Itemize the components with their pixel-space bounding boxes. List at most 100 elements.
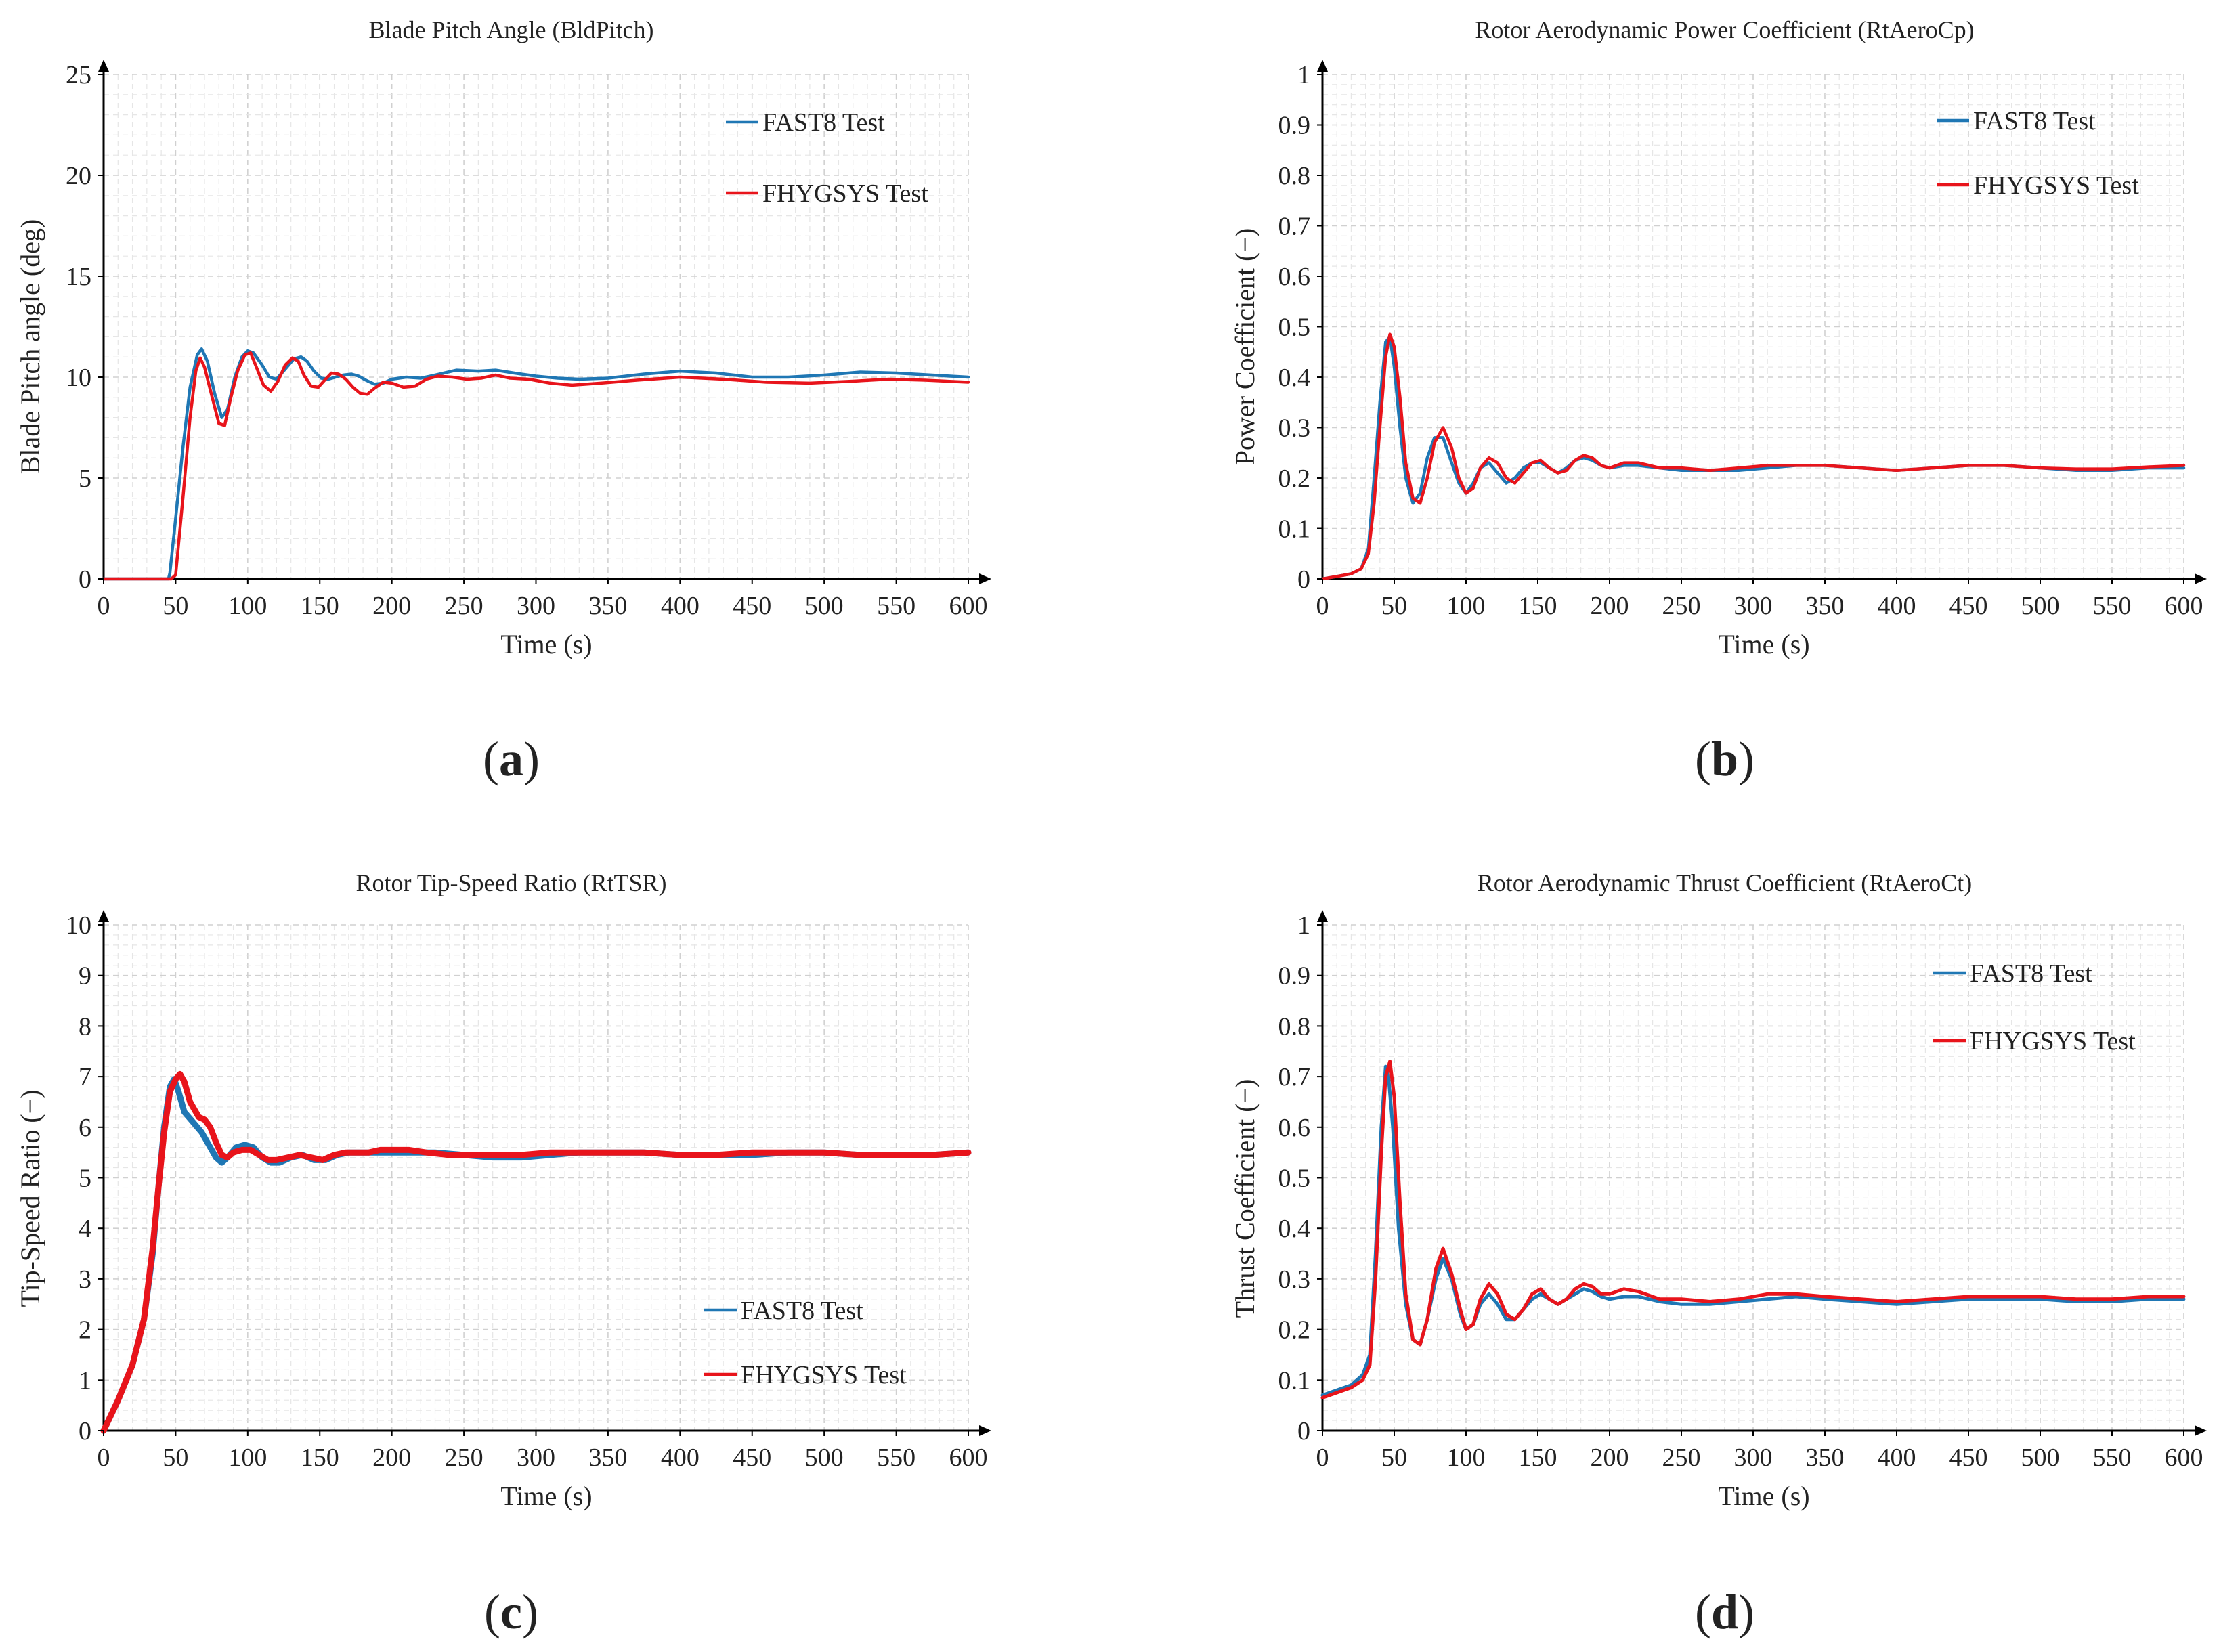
y-tick-label: 0.5 [1278, 1165, 1311, 1193]
x-tick-label: 600 [2165, 1443, 2203, 1472]
grid-layer [104, 924, 969, 1431]
x-tick-label: 250 [1662, 1443, 1701, 1472]
y-tick-label: 20 [66, 162, 91, 190]
legend-label: FHYGSYS Test [762, 179, 928, 208]
y-tick-label: 8 [79, 1012, 91, 1041]
y-tick-label: 4 [79, 1215, 91, 1243]
series-layer [1320, 1060, 2186, 1399]
x-axis-arrow-icon [2195, 1425, 2207, 1436]
y-tick-label: 0 [79, 565, 91, 594]
x-tick-label: 200 [372, 592, 411, 620]
x-tick-label: 250 [445, 1443, 483, 1472]
y-tick-label: 0.3 [1278, 414, 1311, 443]
x-tick-label: 200 [1591, 592, 1629, 620]
legend-label: FAST8 Test [1973, 107, 2096, 135]
chart-title: Blade Pitch Angle (BldPitch) [369, 16, 654, 43]
axes-layer [98, 60, 991, 584]
y-tick-label: 0.8 [1278, 1012, 1311, 1041]
grid-layer [1322, 74, 2184, 579]
x-tick-label: 600 [949, 1443, 988, 1472]
tick-layer: 0 50 100 150 200 250 300 350 400 450 500 550 600 0 0.1… [1278, 61, 2203, 620]
y-tick-label: 0.8 [1278, 162, 1311, 190]
x-tick-label: 100 [228, 592, 267, 620]
x-tick-label: 500 [805, 592, 844, 620]
legend-label: FAST8 Test [762, 108, 885, 137]
x-tick-label: 400 [1878, 1443, 1916, 1472]
y-tick-label: 25 [66, 61, 91, 89]
y-axis-label: Thrust Coefficient (−) [1230, 1079, 1260, 1318]
chart-title: Rotor Tip-Speed Ratio (RtTSR) [356, 869, 666, 896]
x-tick-label: 450 [733, 1443, 771, 1472]
x-tick-label: 550 [877, 592, 915, 620]
chart-panel-d: Rotor Aerodynamic Thrust Coefficient (Rt… [1230, 869, 2207, 1639]
y-tick-label: 5 [79, 464, 91, 493]
tick-layer: 0 50 100 150 200 250 300 350 400 450 500 550 600 0 0.1… [1278, 911, 2203, 1472]
x-tick-label: 300 [1734, 592, 1773, 620]
y-tick-label: 1 [1297, 61, 1310, 89]
y-tick-label: 0.4 [1278, 364, 1311, 392]
x-tick-label: 550 [2093, 1443, 2132, 1472]
y-tick-label: 7 [79, 1063, 91, 1091]
y-tick-label: 0.9 [1278, 962, 1311, 991]
y-tick-label: 10 [66, 911, 91, 940]
series-line-fast8-test [1320, 1064, 2186, 1397]
y-tick-label: 0.4 [1278, 1215, 1311, 1243]
y-tick-label: 0.7 [1278, 1063, 1311, 1091]
legend-entry: FHYGSYS Test [1937, 171, 2139, 200]
y-tick-label: 0.2 [1278, 1316, 1311, 1345]
x-tick-label: 0 [98, 592, 110, 620]
x-tick-label: 50 [1381, 592, 1407, 620]
legend-entry: FHYGSYS Test [1933, 1027, 2136, 1056]
x-tick-label: 300 [517, 1443, 555, 1472]
x-tick-label: 300 [517, 592, 555, 620]
chart-panel-c: Rotor Tip-Speed Ratio (RtTSR) 0 50 100 150 2… [15, 869, 991, 1639]
y-axis-label: Tip-Speed Ratio (−) [15, 1089, 45, 1307]
grid-layer [104, 74, 969, 579]
legend-entry: FHYGSYS Test [726, 179, 928, 208]
x-axis-label: Time (s) [1718, 1481, 1809, 1511]
series-layer [102, 347, 970, 581]
legend-entry: FHYGSYS Test [704, 1361, 907, 1389]
legend-entry: FAST8 Test [1933, 959, 2092, 988]
chart-panel-b: Rotor Aerodynamic Power Coefficient (RtA… [1230, 16, 2207, 786]
y-tick-label: 0.9 [1278, 112, 1311, 140]
y-tick-label: 0.7 [1278, 213, 1311, 241]
y-tick-label: 15 [66, 263, 91, 291]
x-tick-label: 400 [661, 592, 699, 620]
y-axis-label: Power Coefficient (−) [1230, 228, 1260, 466]
panel-label: (b) [1695, 732, 1754, 786]
chart-title: Rotor Aerodynamic Power Coefficient (RtA… [1475, 16, 1974, 43]
legend-entry: FAST8 Test [1937, 107, 2096, 135]
x-tick-label: 550 [877, 1443, 915, 1472]
x-tick-label: 300 [1734, 1443, 1773, 1472]
x-tick-label: 200 [1591, 1443, 1629, 1472]
x-tick-label: 150 [301, 592, 339, 620]
x-axis-label: Time (s) [500, 629, 592, 659]
y-tick-label: 0.2 [1278, 464, 1311, 493]
y-tick-label: 0.6 [1278, 1114, 1311, 1142]
x-axis-arrow-icon [979, 573, 991, 584]
legend-label: FAST8 Test [741, 1297, 863, 1325]
x-tick-label: 450 [1949, 592, 1988, 620]
x-tick-label: 500 [2021, 1443, 2060, 1472]
y-tick-label: 0.3 [1278, 1265, 1311, 1294]
x-axis-label: Time (s) [500, 1481, 592, 1511]
series-line-fhygsys-test [102, 351, 970, 581]
tick-layer: 0 50 100 150 200 250 300 350 400 450 500 550 600 0 5 10… [66, 61, 988, 620]
y-axis-arrow-icon [98, 910, 109, 922]
x-tick-label: 250 [1662, 592, 1701, 620]
x-tick-label: 50 [163, 592, 188, 620]
series-line-fhygsys-test [1320, 332, 2186, 581]
x-tick-label: 350 [588, 1443, 627, 1472]
panel-letter: b [1711, 732, 1738, 786]
x-tick-label: 250 [445, 592, 483, 620]
legend-entry: FAST8 Test [726, 108, 885, 137]
y-tick-label: 0 [1297, 1417, 1310, 1446]
y-tick-label: 0.5 [1278, 313, 1311, 342]
x-tick-label: 0 [1316, 592, 1329, 620]
panel-label: (c) [484, 1585, 538, 1639]
panel-letter: d [1711, 1585, 1738, 1639]
y-tick-label: 0.1 [1278, 515, 1311, 544]
grid-layer [1322, 924, 2184, 1431]
y-tick-label: 9 [79, 962, 91, 991]
